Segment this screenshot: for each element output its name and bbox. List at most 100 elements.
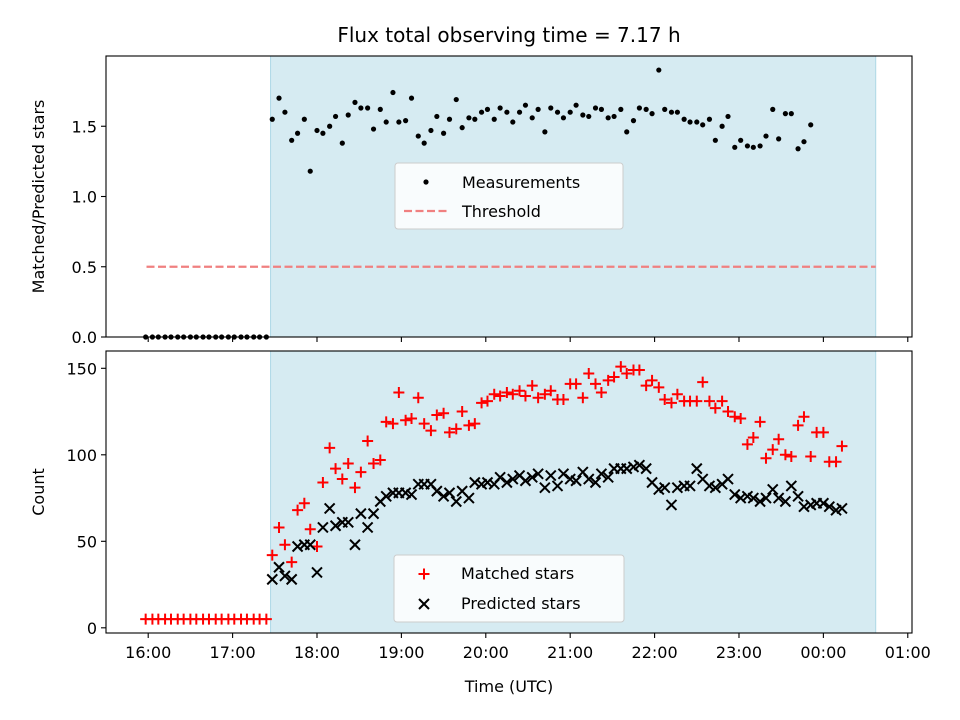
data-point — [408, 95, 415, 101]
data-point — [772, 492, 785, 504]
series-matched-stars — [140, 361, 848, 625]
data-point — [744, 143, 751, 149]
data-point — [747, 432, 759, 444]
data-point — [355, 466, 367, 478]
data-point — [770, 106, 776, 112]
data-point — [621, 462, 633, 475]
data-point — [684, 480, 696, 492]
data-point — [446, 116, 453, 122]
data-point — [279, 539, 291, 551]
data-point — [393, 387, 405, 399]
data-point — [501, 387, 513, 399]
data-point — [605, 115, 611, 121]
data-point — [633, 364, 645, 376]
data-point — [418, 418, 430, 430]
data-point — [592, 105, 599, 111]
data-point — [529, 115, 535, 121]
x-tick-label: 20:00 — [463, 643, 509, 662]
data-point — [329, 520, 342, 532]
data-point — [438, 407, 450, 419]
y-tick-label: 50 — [77, 532, 97, 551]
legend-label-matched: Matched stars — [461, 564, 574, 583]
data-point — [273, 521, 285, 533]
y-tick-label: 0 — [87, 619, 97, 638]
data-point — [286, 556, 298, 568]
data-point — [494, 471, 506, 484]
data-point — [403, 118, 409, 124]
data-point — [691, 462, 703, 475]
data-point — [355, 507, 367, 520]
data-point — [681, 116, 687, 122]
data-point — [602, 374, 614, 386]
data-point — [431, 485, 443, 497]
data-point — [469, 418, 481, 430]
data-point — [709, 481, 722, 494]
data-point — [573, 102, 579, 108]
data-point — [443, 426, 455, 438]
data-point — [324, 442, 336, 454]
data-point — [545, 469, 557, 482]
data-point — [554, 109, 561, 115]
data-point — [323, 502, 336, 515]
data-point — [421, 140, 427, 146]
data-point — [760, 492, 772, 504]
data-point — [583, 367, 595, 379]
y-tick-label: 1.0 — [72, 188, 97, 207]
data-point — [703, 395, 715, 407]
y-tick-label: 0.5 — [72, 258, 97, 277]
data-point — [735, 412, 747, 424]
data-point — [507, 388, 519, 400]
data-point — [738, 137, 744, 143]
data-point — [374, 454, 386, 466]
data-point — [580, 112, 586, 118]
data-point — [539, 481, 551, 494]
data-point — [301, 116, 307, 122]
data-point — [282, 109, 288, 115]
data-point — [598, 106, 605, 112]
data-point — [729, 411, 741, 423]
data-point — [443, 487, 456, 499]
data-point — [560, 115, 567, 121]
data-point — [798, 411, 810, 423]
data-point — [361, 521, 374, 534]
data-point — [750, 144, 756, 150]
data-point — [431, 409, 443, 421]
data-point — [440, 130, 447, 136]
data-point — [390, 89, 396, 96]
data-point — [298, 497, 310, 509]
data-point — [722, 406, 734, 418]
data-point — [317, 521, 329, 534]
data-point — [463, 492, 475, 504]
data-point — [801, 139, 807, 145]
data-point — [522, 102, 529, 108]
data-point — [362, 435, 374, 447]
data-point — [526, 471, 538, 484]
data-point — [342, 457, 354, 469]
y-tick-label: 100 — [66, 446, 97, 465]
data-point — [285, 573, 298, 586]
data-point — [387, 418, 399, 430]
data-point — [747, 492, 760, 504]
data-point — [459, 125, 465, 131]
data-point — [481, 476, 494, 489]
legend-label-predicted: Predicted stars — [461, 594, 581, 613]
data-point — [608, 371, 620, 383]
data-point — [570, 475, 582, 487]
data-point — [273, 561, 285, 573]
legend-marker-matched — [418, 568, 430, 580]
legend: Matched stars Predicted stars — [393, 554, 625, 623]
data-point — [469, 476, 481, 489]
data-point — [345, 112, 351, 118]
data-point — [773, 433, 785, 445]
data-point — [368, 457, 380, 469]
data-point — [788, 111, 794, 117]
y-axis-label: Matched/Predicted stars — [29, 100, 48, 294]
x-tick-label: 18:00 — [294, 643, 340, 662]
data-point — [709, 402, 721, 414]
data-point — [478, 109, 485, 115]
data-point — [621, 367, 633, 379]
y-tick-label: 0.0 — [72, 328, 97, 347]
data-point — [307, 168, 313, 174]
data-point — [260, 613, 272, 625]
x-axis-label: Time (UTC) — [464, 677, 553, 696]
